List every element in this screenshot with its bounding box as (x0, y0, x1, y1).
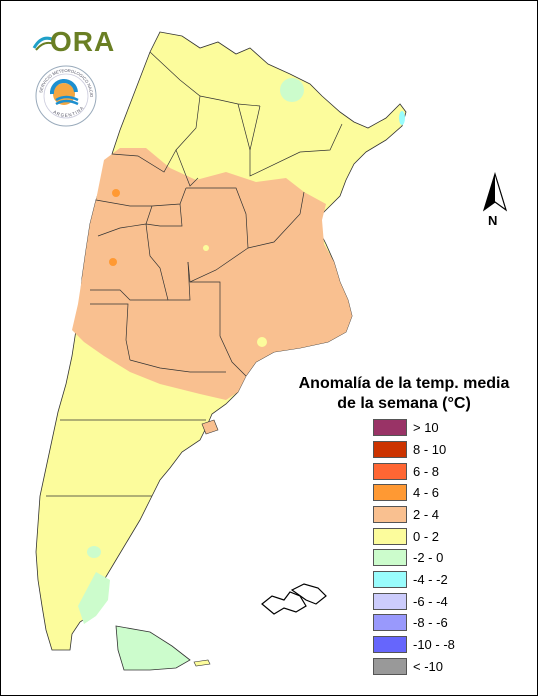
region-neg4-2 (399, 111, 405, 125)
legend-swatch (373, 462, 407, 480)
legend-item: < -10 (373, 657, 455, 677)
legend-item: > 10 (373, 418, 455, 438)
legend-swatch (373, 419, 407, 437)
legend-label: 2 - 4 (413, 507, 440, 522)
north-arrow-icon (482, 172, 508, 212)
legend-swatch (373, 571, 407, 589)
legend-item: 2 - 4 (373, 505, 455, 525)
legend-swatch (373, 527, 407, 545)
smn-logo: SERVICIO METEOROLOGICO NACIONAL ARGENTIN… (32, 60, 98, 128)
legend-item: 4 - 6 (373, 483, 455, 503)
ora-logo-text: ORA (50, 26, 116, 57)
legend-item: -8 - -6 (373, 613, 455, 633)
legend-label: -4 - -2 (413, 572, 448, 588)
legend-label: -2 - 0 (413, 550, 444, 566)
legend-swatch (373, 506, 407, 523)
legend-swatch (373, 440, 407, 458)
region-neg2-0-c (78, 572, 110, 624)
smn-emblem-icon: SERVICIO METEOROLOGICO NACIONAL ARGENTIN… (32, 60, 97, 127)
legend-label: 8 - 10 (413, 441, 447, 457)
region-neg2-0-b (87, 546, 101, 558)
legend-label: > 10 (413, 420, 439, 436)
north-label: N (488, 213, 498, 228)
legend-item: -6 - -4 (373, 592, 455, 612)
legend-label: < -10 (413, 658, 443, 674)
legend-item: -4 - -2 (373, 570, 455, 590)
legend-label: -10 - -8 (413, 637, 455, 653)
spot-0-2-b (257, 337, 267, 347)
legend-label: 4 - 6 (413, 485, 440, 501)
legend-label: 0 - 2 (413, 528, 440, 544)
legend-title: Anomalía de la temp. media de la semana … (286, 374, 522, 414)
region-4-6-b (109, 258, 117, 266)
region-neg2-0-a (280, 78, 304, 102)
legend-item: -10 - -8 (373, 635, 455, 655)
legend-swatch (373, 614, 407, 632)
legend-item: -2 - 0 (373, 548, 455, 568)
legend-swatch (373, 592, 407, 610)
legend-swatch (373, 549, 407, 567)
legend-item: 6 - 8 (373, 461, 455, 481)
legend-label: -8 - -6 (413, 615, 448, 631)
legend-label: 6 - 8 (413, 463, 440, 479)
legend-item: 8 - 10 (373, 440, 455, 460)
malvinas-islands (261, 583, 327, 615)
legend-swatch (373, 657, 407, 675)
region-4-6-a (112, 189, 120, 197)
estados-island (193, 659, 211, 667)
tierra-del-fuego (115, 625, 191, 671)
legend: > 10 8 - 10 6 - 8 4 - 6 2 - 4 0 - 2 -2 -… (373, 418, 455, 678)
province-borders (46, 51, 343, 497)
ora-logo: ORA (32, 26, 116, 60)
legend-swatch (373, 636, 407, 654)
legend-item: 0 - 2 (373, 526, 455, 546)
spot-0-2-a (203, 245, 209, 251)
region-2-4 (72, 148, 352, 400)
legend-title-line1: Anomalía de la temp. media (298, 375, 510, 392)
legend-swatch (373, 484, 407, 502)
legend-title-line2: de la semana (°C) (337, 395, 471, 412)
valdes-peninsula (201, 419, 219, 435)
legend-label: -6 - -4 (413, 593, 448, 609)
ora-swoosh-icon (32, 36, 55, 51)
